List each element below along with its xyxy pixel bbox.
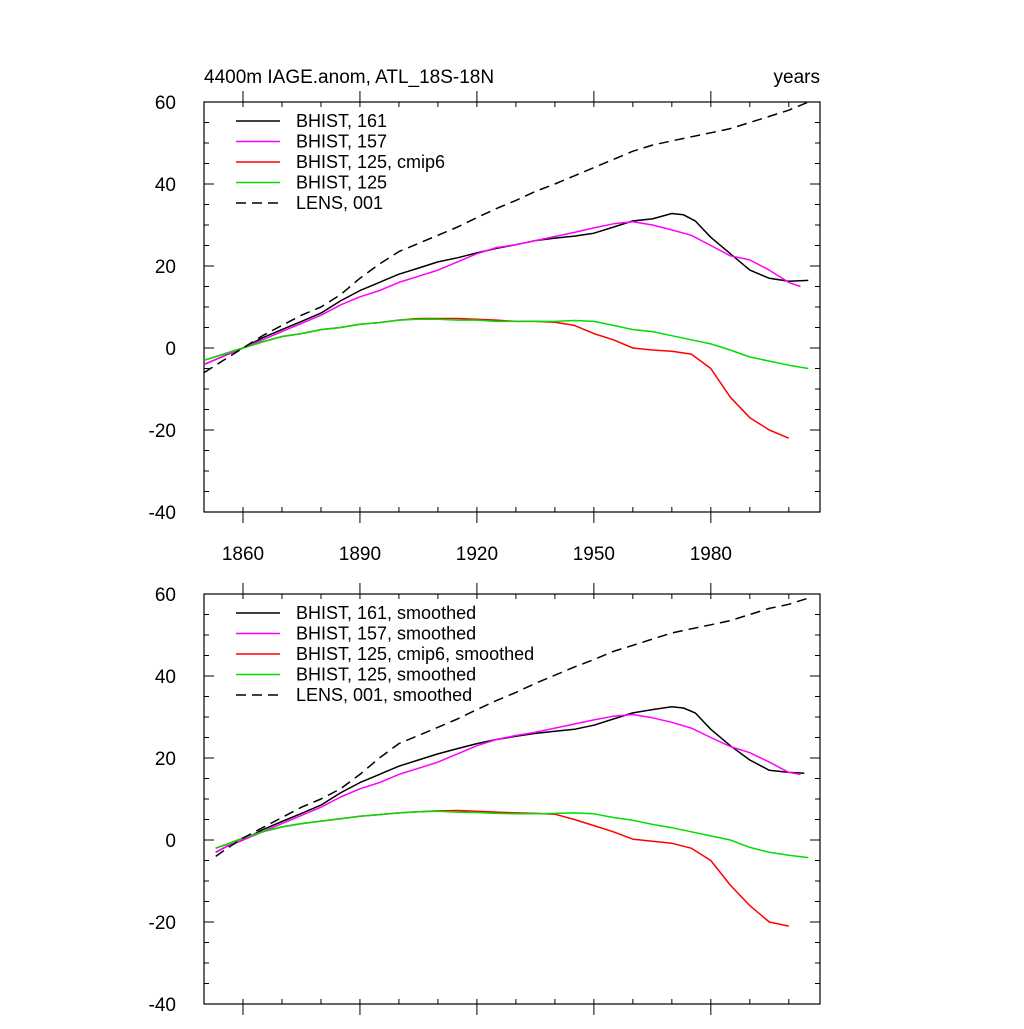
legend-label: BHIST, 125, cmip6 [296, 152, 445, 172]
series-line-4 [215, 597, 809, 858]
legend-label: LENS, 001 [296, 193, 383, 213]
y-tick-label: 0 [165, 339, 176, 360]
series-line-3 [215, 810, 809, 859]
series-line-0 [215, 706, 805, 853]
series-line-0 [203, 212, 809, 366]
x-tick-label: 1950 [573, 544, 615, 565]
chart-title: 4400m IAGE.anom, ATL_18S-18N [204, 67, 494, 88]
legend-label: BHIST, 157, smoothed [296, 624, 476, 644]
legend-label: BHIST, 125, cmip6, smoothed [296, 644, 534, 664]
legend-label: BHIST, 161 [296, 111, 387, 131]
x-tick-label: 1890 [339, 544, 381, 565]
panel-top: 1860 1890 1920 1950 1980 -40 -20 0 20 40 60 BHIST, … [149, 91, 821, 565]
y-tick-label: 20 [155, 257, 176, 278]
series-line-2 [203, 317, 790, 439]
x-tick-label: 1980 [690, 544, 732, 565]
y-tick-label: -20 [149, 913, 176, 934]
units-label: years [774, 67, 820, 88]
y-tick-label: 20 [155, 749, 176, 770]
series-line-3 [203, 318, 809, 370]
y-tick-label: 40 [155, 175, 176, 196]
series-line-1 [203, 220, 801, 366]
y-tick-label: 40 [155, 667, 176, 688]
y-tick-label: -40 [149, 503, 176, 524]
y-tick-label: 60 [155, 93, 176, 114]
legend-label: BHIST, 125, smoothed [296, 665, 476, 685]
legend-label: BHIST, 125 [296, 173, 387, 193]
y-tick-label: 60 [155, 585, 176, 606]
x-tick-label: 1860 [222, 544, 264, 565]
legend-label: LENS, 001, smoothed [296, 685, 472, 705]
y-tick-label: -20 [149, 421, 176, 442]
x-tick-label: 1920 [456, 544, 498, 565]
legend-label: BHIST, 157 [296, 132, 387, 152]
legend-label: BHIST, 161, smoothed [296, 603, 476, 623]
series-line-2 [215, 809, 789, 927]
y-tick-label: 0 [165, 831, 176, 852]
y-tick-label: -40 [149, 995, 176, 1016]
series-line-4 [203, 101, 809, 374]
series-line-1 [215, 713, 801, 853]
